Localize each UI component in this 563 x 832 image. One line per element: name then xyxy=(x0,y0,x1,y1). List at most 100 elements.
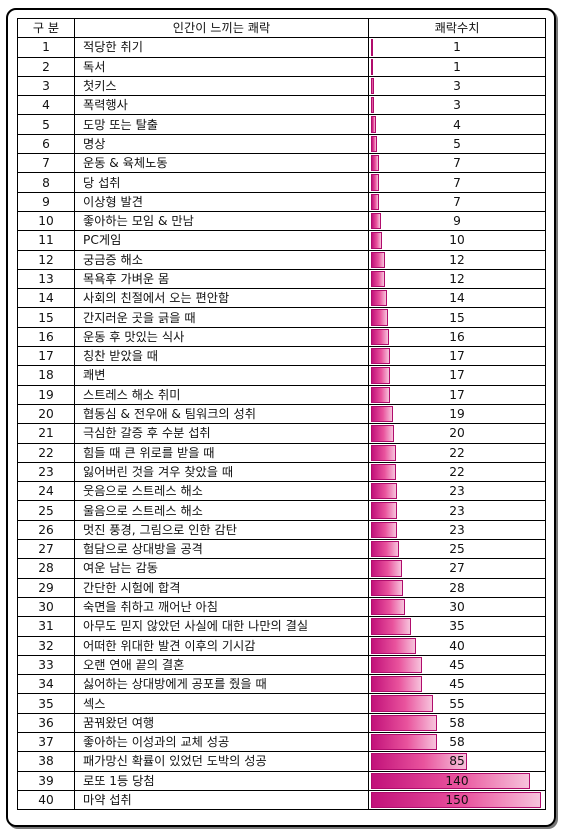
row-pleasure-name: 스트레스 해소 취미 xyxy=(74,384,369,405)
value-bar xyxy=(371,521,397,539)
row-pleasure-name: 좋아하는 이성과의 교체 성공 xyxy=(74,731,369,753)
value-number: 4 xyxy=(453,117,461,132)
row-value-cell: 3 xyxy=(368,75,546,97)
value-number: 7 xyxy=(453,156,461,171)
table-row: 26 멋진 풍경, 그림으로 인한 감탄 23 xyxy=(17,519,546,541)
row-value-cell: 17 xyxy=(368,365,546,386)
value-bar xyxy=(371,251,385,268)
row-value-cell: 40 xyxy=(368,635,546,656)
row-number: 15 xyxy=(17,307,75,328)
table-row: 17 칭찬 받았을 때 17 xyxy=(17,346,546,367)
row-value-cell: 45 xyxy=(368,674,546,695)
row-value-cell: 55 xyxy=(368,693,546,714)
row-value-cell: 14 xyxy=(368,288,546,309)
value-bar xyxy=(371,386,390,403)
row-number: 10 xyxy=(17,210,75,232)
header-row: 구 분 인간이 느끼는 쾌락 쾌락수치 xyxy=(17,17,546,39)
row-pleasure-name: 섹스 xyxy=(74,693,369,714)
pleasure-table: 구 분 인간이 느끼는 쾌락 쾌락수치 1 적당한 취기 1 2 독서 1 3 첫키스 3 4 폭력… xyxy=(17,17,546,811)
table-row: 20 협동심 & 전우애 & 팀워크의 성취 19 xyxy=(17,403,546,425)
value-bar xyxy=(371,135,377,153)
row-pleasure-name: 좋아하는 모임 & 만남 xyxy=(74,210,369,232)
row-value-cell: 23 xyxy=(368,500,546,521)
table-row: 13 목욕후 가벼운 몸 12 xyxy=(17,268,546,290)
value-number: 140 xyxy=(445,773,469,788)
row-number: 5 xyxy=(17,114,75,135)
value-bar xyxy=(371,232,382,249)
value-bar xyxy=(371,502,397,519)
row-value-cell: 58 xyxy=(368,712,546,733)
header-value: 쾌락수치 xyxy=(368,17,546,39)
row-number: 2 xyxy=(17,56,75,77)
value-bar xyxy=(371,367,390,384)
row-value-cell: 5 xyxy=(368,133,546,155)
row-number: 9 xyxy=(17,191,75,212)
table-row: 11 PC게임 10 xyxy=(17,230,546,251)
value-bar xyxy=(371,174,379,191)
value-number: 7 xyxy=(453,194,461,209)
table-row: 28 여운 남는 감동 27 xyxy=(17,558,546,579)
value-bar xyxy=(371,425,394,442)
value-bar xyxy=(371,483,397,500)
row-number: 8 xyxy=(17,172,75,193)
table-row: 3 첫키스 3 xyxy=(17,75,546,97)
table-row: 2 독서 1 xyxy=(17,56,546,77)
row-value-cell: 85 xyxy=(368,751,546,772)
value-number: 58 xyxy=(449,715,465,730)
value-bar xyxy=(371,39,373,56)
table-row: 27 험담으로 상대방을 공격 25 xyxy=(17,539,546,560)
row-value-cell: 10 xyxy=(368,230,546,251)
value-bar xyxy=(371,463,396,481)
row-pleasure-name: 간지러운 곳을 긁을 때 xyxy=(74,307,369,328)
row-number: 32 xyxy=(17,635,75,656)
row-pleasure-name: 울음으로 스트레스 해소 xyxy=(74,500,369,521)
value-number: 58 xyxy=(449,735,465,750)
table-row: 19 스트레스 해소 취미 17 xyxy=(17,384,546,405)
value-bar xyxy=(371,579,403,596)
row-pleasure-name: 오랜 연애 끝의 결혼 xyxy=(74,654,369,676)
value-number: 9 xyxy=(453,214,461,229)
row-pleasure-name: 꿈꿔왔던 여행 xyxy=(74,712,369,733)
row-value-cell: 30 xyxy=(368,596,546,618)
row-pleasure-name: 패가망신 확률이 있었던 도박의 성공 xyxy=(74,751,369,772)
row-value-cell: 35 xyxy=(368,616,546,637)
table-row: 31 아무도 믿지 않았던 사실에 대한 나만의 결실 35 xyxy=(17,616,546,637)
row-number: 33 xyxy=(17,654,75,676)
row-value-cell: 17 xyxy=(368,346,546,367)
value-bar xyxy=(371,541,399,558)
table-row: 25 울음으로 스트레스 해소 23 xyxy=(17,500,546,521)
row-number: 14 xyxy=(17,288,75,309)
value-bar xyxy=(371,444,396,461)
row-number: 39 xyxy=(17,770,75,791)
row-number: 36 xyxy=(17,712,75,733)
row-pleasure-name: 운동 후 맛있는 식사 xyxy=(74,326,369,348)
table-row: 9 이상형 발견 7 xyxy=(17,191,546,212)
table-row: 37 좋아하는 이성과의 교체 성공 58 xyxy=(17,731,546,753)
row-number: 40 xyxy=(17,789,75,811)
row-pleasure-name: 적당한 취기 xyxy=(74,37,369,58)
value-number: 5 xyxy=(453,136,461,151)
table-row: 29 간단한 시험에 합격 28 xyxy=(17,577,546,598)
row-pleasure-name: 당 섭취 xyxy=(74,172,369,193)
row-number: 20 xyxy=(17,403,75,425)
table-row: 7 운동 & 육체노동 7 xyxy=(17,153,546,174)
value-bar xyxy=(371,212,381,230)
value-bar xyxy=(371,656,422,674)
row-pleasure-name: 어떠한 위대한 발견 이후의 기시감 xyxy=(74,635,369,656)
table-row: 10 좋아하는 모임 & 만남 9 xyxy=(17,210,546,232)
table-row: 38 패가망신 확률이 있었던 도박의 성공 85 xyxy=(17,751,546,772)
table-row: 16 운동 후 맛있는 식사 16 xyxy=(17,326,546,348)
row-pleasure-name: 폭력행사 xyxy=(74,95,369,116)
row-value-cell: 27 xyxy=(368,558,546,579)
row-number: 35 xyxy=(17,693,75,714)
row-pleasure-name: 잃어버린 것을 겨우 찾았을 때 xyxy=(74,461,369,483)
row-value-cell: 22 xyxy=(368,442,546,463)
row-number: 25 xyxy=(17,500,75,521)
value-bar xyxy=(371,58,373,75)
row-pleasure-name: 숙면을 취하고 깨어난 아침 xyxy=(74,596,369,618)
value-bar xyxy=(371,791,541,809)
value-bar xyxy=(371,116,376,133)
row-pleasure-name: 싫어하는 상대방에게 공포를 줬을 때 xyxy=(74,674,369,695)
row-value-cell: 150 xyxy=(368,789,546,811)
